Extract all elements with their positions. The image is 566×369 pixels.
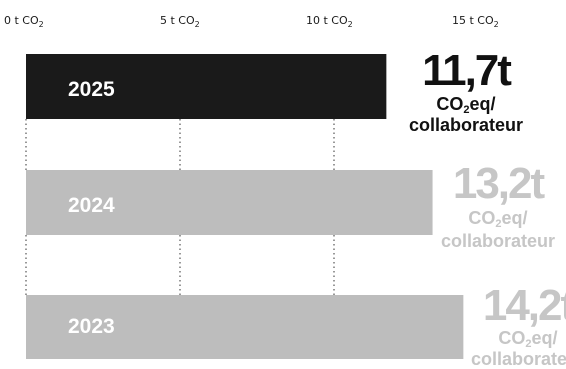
bar-label-2025: 2025 [68,78,115,101]
value-unit-2023-line2: collaborateur [471,349,566,369]
value-unit-2024-line1: CO2eq/ [468,208,527,230]
x-tick-label-15: 15 t CO2 [452,14,499,29]
value-unit-2025-line1: CO2eq/ [436,94,495,116]
value-unit-2025-line2: collaborateur [409,115,523,135]
value-label-2023: 14,2t [483,281,566,330]
bar-label-2024: 2024 [68,194,115,217]
value-label-2024: 13,2t [453,159,546,208]
value-unit-2024-line2: collaborateur [441,231,555,251]
x-tick-label-5: 5 t CO2 [160,14,200,29]
value-unit-2023-line1: CO2eq/ [498,328,557,350]
value-label-2025: 11,7t [422,46,512,95]
x-tick-label-0: 0 t CO2 [4,14,44,29]
bar-label-2023: 2023 [68,315,115,338]
x-tick-label-10: 10 t CO2 [306,14,353,29]
